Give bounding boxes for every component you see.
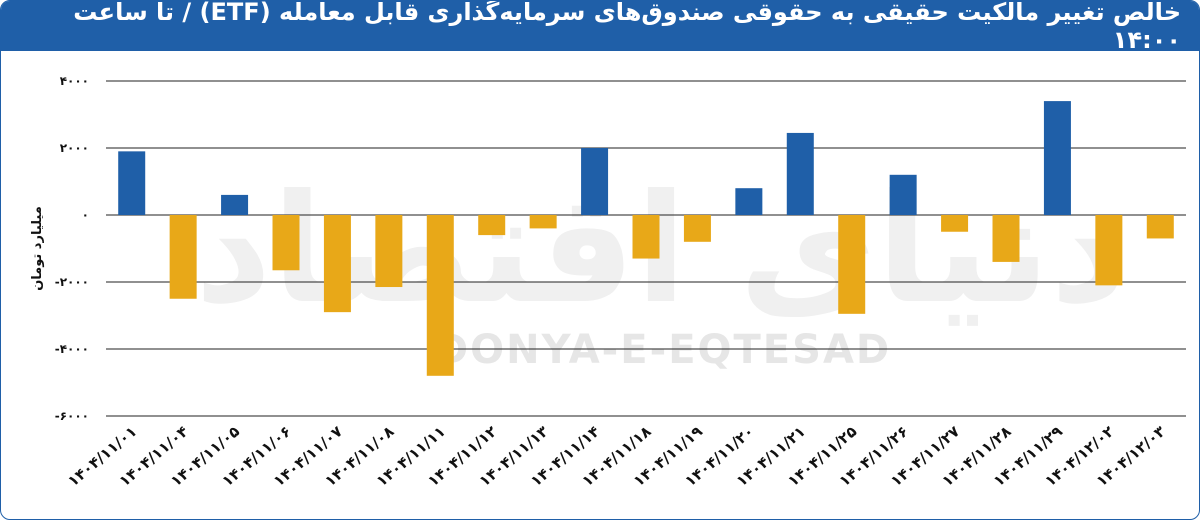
y-axis-label: میلیارد تومان [30,206,45,291]
y-tick-label: -۴۰۰۰ [55,342,89,356]
chart-title: خالص تغییر مالکیت حقیقی به حقوقی صندوق‌ه… [1,1,1199,54]
bar [1043,101,1071,215]
bar [323,215,351,313]
watermark-latin: DONYA-E-EQTESAD [435,327,891,373]
bar [992,215,1020,262]
bar [375,215,403,288]
bar [735,188,763,215]
bar [941,215,969,232]
bars-group [118,101,1174,376]
y-tick-label: ۰ [82,208,89,222]
bar [1095,215,1123,286]
bar [221,194,249,215]
y-tick-label: ۲۰۰۰ [60,141,89,155]
bar [838,215,866,314]
bar [529,215,557,229]
y-tick-label: -۲۰۰۰ [55,275,89,289]
bar [169,215,197,299]
bar [683,215,711,242]
bar [1146,215,1174,239]
bar [426,215,454,376]
bar [889,174,917,215]
bar [632,215,660,259]
y-tick-label: -۶۰۰۰ [55,409,89,423]
x-axis-ticks: ۱۴۰۴/۱۱/۰۱۱۴۰۴/۱۱/۰۴۱۴۰۴/۱۱/۰۵۱۴۰۴/۱۱/۰۶… [64,422,1169,490]
bar [581,148,609,215]
bar [118,151,146,215]
bar [786,132,814,215]
bar [272,215,300,271]
y-axis-ticks: ۴۰۰۰ ۲۰۰۰ ۰ -۲۰۰۰ -۴۰۰۰ -۶۰۰۰ [55,74,89,423]
bar [478,215,506,236]
y-tick-label: ۴۰۰۰ [60,74,89,88]
